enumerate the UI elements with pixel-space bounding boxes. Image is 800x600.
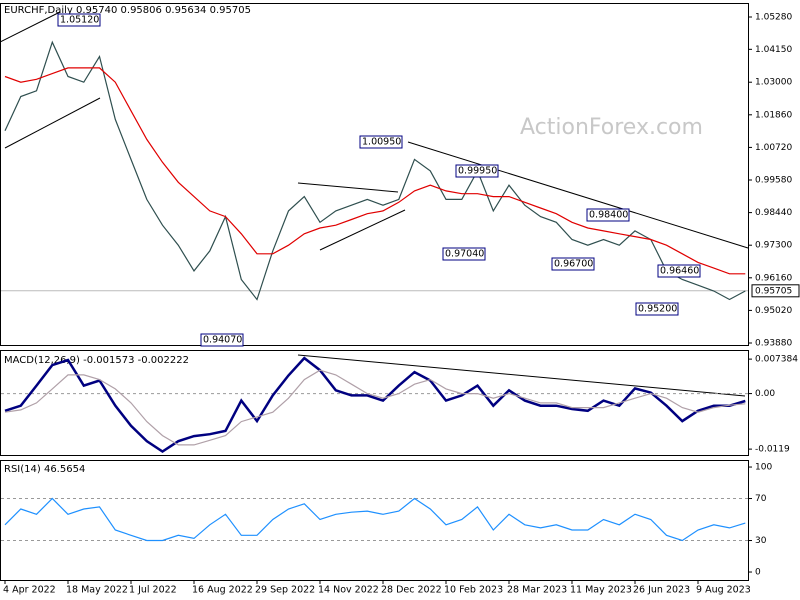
annotation-box	[442, 247, 486, 261]
trendline	[4, 97, 101, 149]
x-tick-label: 1 Jul 2022	[129, 585, 177, 596]
y-tick-label: 0.97300	[755, 241, 792, 251]
x-tick-label: 28 Mar 2023	[507, 585, 567, 596]
trendline	[407, 141, 749, 249]
x-tick-label: 4 Apr 2022	[3, 585, 56, 596]
annotation-box	[586, 208, 630, 222]
annotation: 0.96460	[660, 266, 699, 277]
x-tick-label: 11 May 2023	[570, 585, 632, 596]
y-tick-label: 0.007384	[755, 355, 798, 365]
last-price-label: 0.95705	[755, 286, 792, 296]
series-line	[4, 356, 746, 453]
macd-title: MACD(12,26,9) -0.001573 -0.002222	[4, 355, 189, 366]
annotation-box	[455, 164, 499, 178]
y-tick-label: 0.95020	[755, 306, 792, 316]
x-tick-label: 14 Nov 2022	[318, 585, 379, 596]
trendline	[319, 209, 406, 251]
x-tick-label: 28 Dec 2022	[381, 585, 442, 596]
trendline	[297, 182, 399, 193]
price-panel	[0, 3, 749, 346]
series-line	[4, 369, 746, 446]
annotation: 0.98400	[589, 210, 628, 221]
y-tick-label: 1.00720	[755, 143, 792, 153]
series-line	[4, 497, 746, 542]
y-tick-label: 0.93880	[755, 338, 792, 348]
annotation-box	[359, 135, 403, 149]
annotation: 0.99950	[458, 166, 497, 177]
annotation: 0.96700	[554, 259, 593, 270]
x-tick-label: 26 Jun 2023	[633, 585, 690, 596]
annotation-box	[657, 264, 701, 278]
y-tick-label: 1.03000	[755, 78, 792, 88]
y-tick-label: 70	[755, 494, 767, 504]
x-tick-label: 18 May 2022	[66, 585, 128, 596]
trendline	[0, 11, 61, 43]
annotation: 1.00950	[362, 137, 401, 148]
rsi-panel	[0, 460, 749, 581]
annotation: 1.05120	[60, 15, 99, 26]
y-tick-label: 0.99580	[755, 176, 792, 186]
y-tick-label: -0.0119	[755, 445, 790, 455]
trendline	[297, 354, 746, 397]
y-tick-label: 0.00	[755, 389, 775, 399]
annotation: 0.95200	[638, 304, 677, 315]
annotation-box	[635, 302, 679, 316]
x-tick-label: 29 Sep 2022	[255, 585, 315, 596]
chart-title: EURCHF,Daily 0.95740 0.95806 0.95634 0.9…	[4, 5, 251, 16]
annotation-box	[57, 13, 101, 27]
x-tick-label: 9 Aug 2023	[696, 585, 751, 596]
y-tick-label: 1.04150	[755, 45, 792, 55]
annotation: 0.94070	[203, 335, 242, 346]
series-line	[4, 40, 746, 301]
y-tick-label: 0	[755, 568, 761, 578]
y-tick-label: 0.98440	[755, 208, 792, 218]
annotation-box	[551, 257, 595, 271]
watermark: ActionForex.com	[520, 115, 703, 140]
y-tick-label: 30	[755, 536, 767, 546]
x-tick-label: 10 Feb 2023	[444, 585, 503, 596]
annotation-box	[200, 333, 244, 347]
x-tick-label: 16 Aug 2022	[192, 585, 253, 596]
y-tick-label: 1.05280	[755, 13, 792, 23]
y-tick-label: 100	[755, 463, 772, 473]
rsi-title: RSI(14) 46.5654	[4, 464, 85, 475]
last-price-box	[751, 284, 800, 298]
annotation: 0.97040	[445, 249, 484, 260]
y-tick-label: 1.01860	[755, 110, 792, 120]
macd-panel	[0, 350, 749, 456]
series-line	[4, 67, 746, 275]
y-tick-label: 0.96160	[755, 273, 792, 283]
